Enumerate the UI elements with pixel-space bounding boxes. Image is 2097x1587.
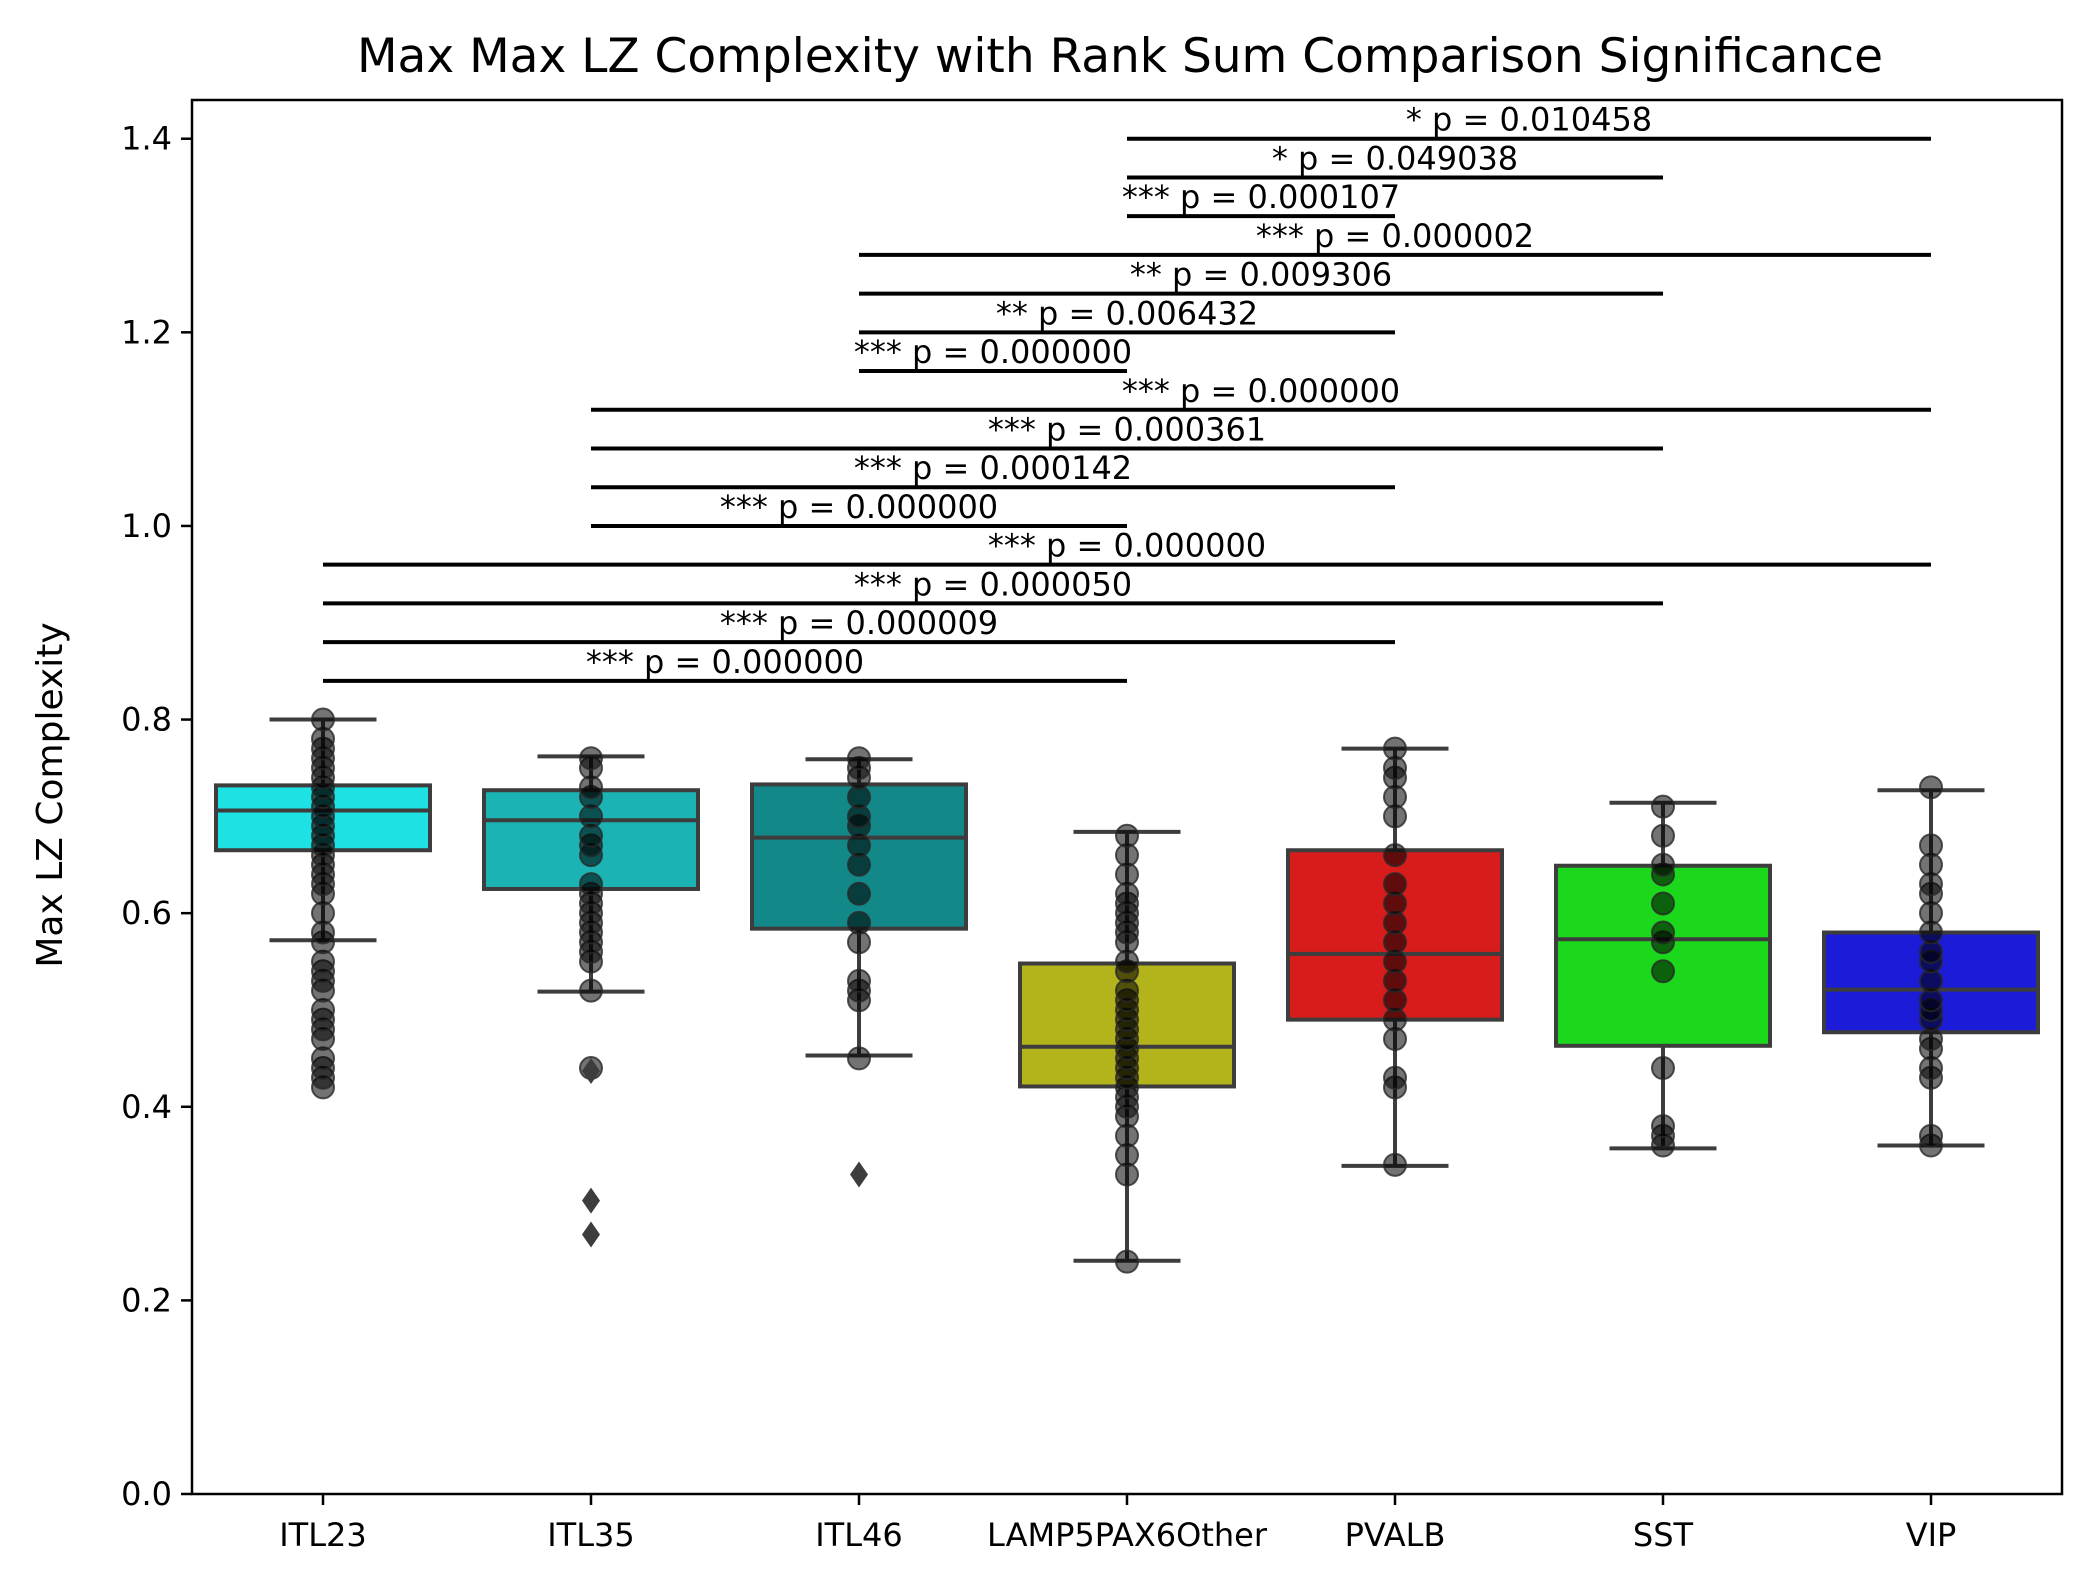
data-point-itl46 xyxy=(847,910,871,935)
data-point-itl35 xyxy=(579,746,603,771)
data-point-pvalb xyxy=(1383,1152,1407,1177)
y-tick-label: 0.8 xyxy=(121,701,172,739)
data-point-itl46 xyxy=(847,1046,871,1071)
data-point-sst xyxy=(1651,891,1675,916)
significance-label: *** p = 0.000000 xyxy=(1122,372,1400,410)
significance-label: *** p = 0.000050 xyxy=(854,565,1132,603)
significance-label: ** p = 0.009306 xyxy=(1130,256,1392,294)
significance-label: *** p = 0.000107 xyxy=(1122,178,1400,216)
x-tick-label: ITL46 xyxy=(815,1516,903,1554)
significance-label: *** p = 0.000361 xyxy=(988,411,1266,449)
data-point-itl46 xyxy=(847,968,871,993)
data-point-sst xyxy=(1651,1114,1675,1139)
data-point-sst xyxy=(1651,852,1675,877)
significance-label: * p = 0.049038 xyxy=(1272,139,1518,177)
significance-label: * p = 0.010458 xyxy=(1406,101,1652,139)
data-point-sst xyxy=(1651,794,1675,819)
data-point-itl46 xyxy=(847,881,871,906)
data-point-sst xyxy=(1651,920,1675,945)
y-tick-label: 1.2 xyxy=(121,313,172,351)
significance-label: *** p = 0.000009 xyxy=(720,604,998,642)
plot-area: *** p = 0.000000*** p = 0.000009*** p = … xyxy=(121,98,2064,1554)
data-point-sst xyxy=(1651,959,1675,984)
data-point-pvalb xyxy=(1383,872,1407,897)
outlier-itl35 xyxy=(582,1221,600,1248)
data-point-itl46 xyxy=(847,746,871,771)
chart-title: Max Max LZ Complexity with Rank Sum Comp… xyxy=(357,29,1883,84)
y-tick-label: 1.0 xyxy=(121,507,172,545)
data-point-pvalb xyxy=(1383,1065,1407,1090)
y-tick-label: 1.4 xyxy=(121,120,172,158)
data-point-pvalb xyxy=(1383,736,1407,761)
y-axis-label: Max LZ Complexity xyxy=(30,622,71,967)
data-point-lamp5pax6other xyxy=(1115,1249,1139,1274)
y-tick-label: 0.2 xyxy=(121,1281,172,1319)
y-tick-label: 0.4 xyxy=(121,1088,172,1126)
data-point-vip xyxy=(1919,1123,1943,1148)
data-point-itl23 xyxy=(311,707,335,732)
significance-label: *** p = 0.000000 xyxy=(988,527,1266,565)
data-point-sst xyxy=(1651,1056,1675,1081)
x-tick-label: LAMP5PAX6Other xyxy=(987,1516,1268,1554)
data-point-pvalb xyxy=(1383,843,1407,868)
y-tick-label: 0.6 xyxy=(121,894,172,932)
data-point-lamp5pax6other xyxy=(1115,823,1139,848)
y-tick-label: 0.0 xyxy=(121,1475,172,1513)
significance-label: *** p = 0.000142 xyxy=(854,449,1132,487)
significance-label: *** p = 0.000000 xyxy=(854,333,1132,371)
outlier-itl35 xyxy=(582,1057,600,1084)
data-point-sst xyxy=(1651,823,1675,848)
significance-label: *** p = 0.000000 xyxy=(586,643,864,681)
significance-label: *** p = 0.000000 xyxy=(720,488,998,526)
outlier-itl46 xyxy=(850,1161,868,1188)
outlier-itl35 xyxy=(582,1187,600,1214)
x-tick-label: ITL35 xyxy=(547,1516,635,1554)
x-tick-label: PVALB xyxy=(1345,1516,1446,1554)
data-point-vip xyxy=(1919,775,1943,800)
significance-label: ** p = 0.006432 xyxy=(996,294,1258,332)
x-tick-label: ITL23 xyxy=(279,1516,367,1554)
significance-label: *** p = 0.000002 xyxy=(1256,217,1534,255)
data-point-itl35 xyxy=(579,872,603,897)
data-point-itl35 xyxy=(579,978,603,1003)
x-tick-label: SST xyxy=(1633,1516,1694,1554)
x-tick-label: VIP xyxy=(1906,1516,1957,1554)
data-point-vip xyxy=(1919,833,1943,858)
